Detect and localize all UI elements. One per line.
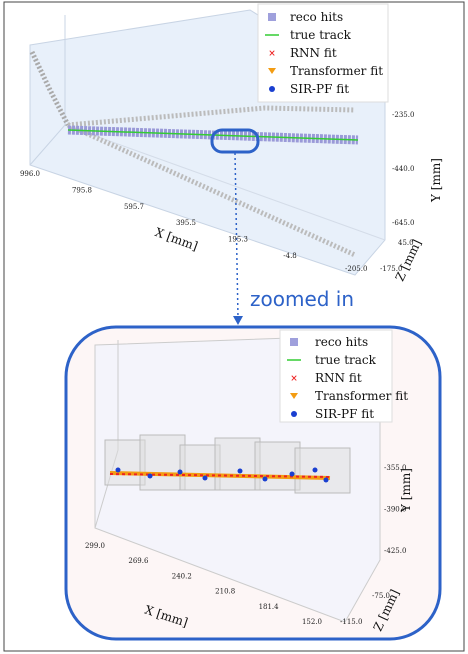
y-tick-label: -645.0: [392, 219, 414, 227]
x-tick-label: -4.8: [283, 252, 297, 260]
x-tick-label: 795.8: [72, 186, 92, 194]
x-tick-label: 240.2: [172, 572, 192, 580]
arrow-head: [233, 316, 243, 325]
hits: [67, 105, 356, 128]
legend: [279, 329, 393, 423]
y-tick-label: -425.0: [384, 547, 406, 555]
hit-boxes: [104, 434, 351, 494]
x-tick-label: 152.0: [302, 618, 322, 626]
x-tick-label: 269.6: [128, 557, 149, 565]
legend-label: Transformer fit: [290, 64, 383, 78]
legend-marker: [268, 68, 276, 74]
legend-label: RNN fit: [290, 46, 337, 60]
x-tick-label: 595.7: [124, 203, 144, 211]
top-plot: [29, 3, 389, 276]
x-tick-label: 181.4: [259, 603, 280, 611]
y-tick-label: -355.0: [384, 464, 406, 472]
legend-marker: ×: [268, 49, 276, 59]
x-tick-label: 395.5: [176, 219, 196, 227]
legend-label: SIR-PF fit: [315, 407, 374, 421]
hits: [29, 50, 71, 127]
x-tick-label: 299.0: [85, 542, 105, 550]
legend-label: reco hits: [290, 10, 343, 24]
legend-label: SIR-PF fit: [290, 82, 349, 96]
legend-marker: [290, 393, 298, 399]
y-axis-label: Y [mm]: [399, 468, 413, 513]
x-tick-label: 195.3: [228, 236, 248, 244]
z-tick-label: -175.0: [380, 265, 402, 273]
z-tick-label: -75.0: [372, 592, 390, 600]
callout: zoomed in: [250, 287, 354, 311]
y-tick-label: -235.0: [392, 111, 414, 119]
z-tick-label: -115.0: [340, 618, 362, 626]
legend-label: true track: [315, 353, 377, 367]
x-tick-label: 996.0: [20, 170, 40, 178]
legend-marker: [291, 411, 297, 417]
legend-marker: [269, 86, 275, 92]
legend-marker: [290, 338, 298, 346]
z-tick-label: 45.0: [398, 239, 414, 247]
legend: [257, 3, 389, 103]
legend-label: reco hits: [315, 335, 368, 349]
legend-label: Transformer fit: [315, 389, 408, 403]
bottom-plot: [64, 325, 442, 641]
frame: [3, 1, 465, 652]
y-tick-label: -440.0: [392, 165, 414, 173]
zoom-region: [210, 128, 260, 154]
y-axis-label: Y [mm]: [429, 158, 443, 203]
y-tick-label: -390.0: [384, 506, 406, 514]
legend-label: RNN fit: [315, 371, 362, 385]
z-tick-label: -205.0: [345, 265, 367, 273]
x-tick-label: 210.8: [215, 588, 235, 596]
sirpf-fit: [115, 467, 329, 483]
rnn-fit: [109, 473, 331, 478]
legend-marker: ×: [290, 374, 298, 384]
hits: [66, 122, 357, 258]
legend-label: true track: [290, 28, 352, 42]
legend-marker: [268, 13, 276, 21]
box-edge: [64, 124, 386, 241]
x-axis-label: X [mm]: [153, 225, 200, 253]
